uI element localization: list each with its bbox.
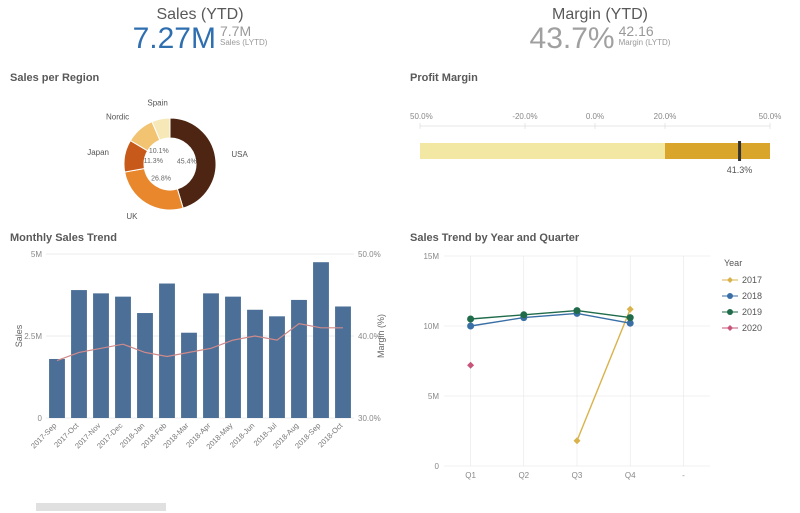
svg-text:Q4: Q4: [625, 471, 636, 480]
svg-text:Year: Year: [724, 258, 742, 268]
svg-text:30.0%: 30.0%: [358, 414, 381, 423]
svg-text:26.8%: 26.8%: [151, 175, 171, 182]
sales-per-region-title: Sales per Region: [10, 72, 390, 84]
svg-text:Japan: Japan: [87, 148, 109, 157]
svg-text:2020: 2020: [742, 323, 762, 333]
monthly-sales-chart: 02.5M5M30.0%40.0%50.0%SalesMargin (%)201…: [10, 248, 390, 478]
kpi-sales-sub-value: 7.7M: [220, 23, 251, 39]
monthly-sales-scrollbar[interactable]: [36, 503, 166, 511]
svg-text:45.4%: 45.4%: [177, 158, 197, 165]
svg-text:2018-Oct: 2018-Oct: [316, 420, 345, 449]
svg-text:-20.0%: -20.0%: [512, 112, 537, 121]
panel-profit-margin: Profit Margin -50.0% -20.0% 0.0% 20.0% 50.0%…: [400, 70, 800, 230]
svg-text:41.3%: 41.3%: [727, 165, 753, 175]
svg-text:2018: 2018: [742, 291, 762, 301]
svg-text:2017: 2017: [742, 275, 762, 285]
svg-text:2.5M: 2.5M: [24, 332, 42, 341]
svg-text:11.3%: 11.3%: [144, 158, 163, 165]
svg-text:Sales: Sales: [14, 324, 24, 347]
svg-text:50.0%: 50.0%: [358, 250, 381, 259]
svg-text:Nordic: Nordic: [106, 112, 129, 121]
sales-per-region-chart: USA 45.4% UK 26.8% Japan 11.3% Nordic 10.1% Spai…: [10, 88, 390, 228]
kpi-margin-value: 43.7%: [530, 24, 615, 54]
kpi-sales-sub-label: Sales (LYTD): [220, 39, 267, 47]
svg-text:15M: 15M: [423, 252, 439, 261]
svg-text:5M: 5M: [31, 250, 42, 259]
svg-text:50.0%: 50.0%: [759, 112, 782, 121]
svg-text:USA: USA: [231, 150, 248, 159]
profit-margin-title: Profit Margin: [410, 72, 790, 84]
svg-text:Margin (%): Margin (%): [376, 314, 386, 358]
profit-margin-chart: -50.0% -20.0% 0.0% 20.0% 50.0% 41.3%: [410, 88, 790, 208]
svg-text:UK: UK: [126, 212, 138, 221]
svg-text:Q3: Q3: [572, 471, 583, 480]
kpi-sales: Sales (YTD) 7.27M 7.7M Sales (LYTD): [0, 0, 400, 70]
svg-text:20.0%: 20.0%: [654, 112, 677, 121]
panel-monthly-sales: Monthly Sales Trend 02.5M5M30.0%40.0%50.…: [0, 230, 400, 513]
svg-text:0.0%: 0.0%: [586, 112, 604, 121]
svg-text:2019: 2019: [742, 307, 762, 317]
svg-text:5M: 5M: [428, 392, 439, 401]
svg-text:10.1%: 10.1%: [149, 148, 169, 155]
monthly-sales-title: Monthly Sales Trend: [10, 232, 390, 244]
panel-sales-trend-yq: Sales Trend by Year and Quarter 0 5M 10M 15…: [400, 230, 800, 513]
svg-text:10M: 10M: [423, 322, 439, 331]
svg-text:Spain: Spain: [147, 98, 167, 107]
svg-text:Q2: Q2: [518, 471, 529, 480]
svg-text:-: -: [682, 471, 685, 480]
sales-trend-yq-chart: 0 5M 10M 15M Q1 Q2 Q3 Q4 - Year2017 2018 2019 2020: [410, 248, 790, 493]
svg-text:Q1: Q1: [465, 471, 476, 480]
kpi-margin-sub-label: Margin (LYTD): [619, 39, 671, 47]
svg-text:-50.0%: -50.0%: [410, 112, 433, 121]
kpi-sales-sub: 7.7M Sales (LYTD): [220, 24, 267, 47]
svg-text:0: 0: [435, 462, 440, 471]
kpi-sales-value: 7.27M: [133, 24, 216, 54]
kpi-margin-sub-value: 42.16: [619, 23, 654, 39]
kpi-margin-sub: 42.16 Margin (LYTD): [619, 24, 671, 47]
sales-trend-yq-title: Sales Trend by Year and Quarter: [410, 232, 790, 244]
svg-text:0: 0: [38, 414, 43, 423]
kpi-margin: Margin (YTD) 43.7% 42.16 Margin (LYTD): [400, 0, 800, 70]
panel-sales-per-region: Sales per Region USA 45.4% UK 26.8% Japan 11.…: [0, 70, 400, 230]
